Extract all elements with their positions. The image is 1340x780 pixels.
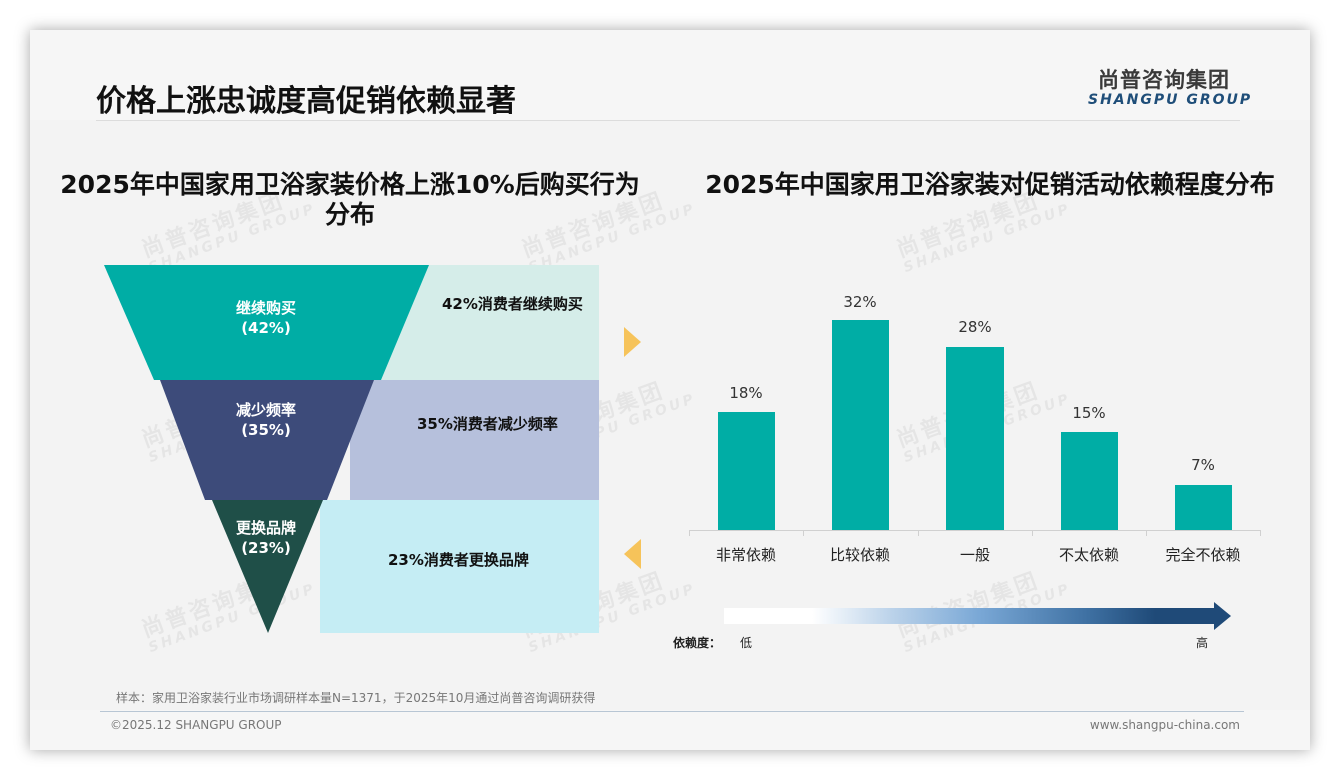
funnel-segment-reduce bbox=[160, 380, 374, 500]
bar-value-label: 18% bbox=[729, 384, 763, 402]
logo-cn-text: 尚普咨询集团 bbox=[1098, 68, 1230, 92]
bar-value-label: 7% bbox=[1191, 456, 1215, 474]
triangle-left-icon bbox=[624, 539, 641, 569]
funnel-label-switch: 更换品牌 (23%) bbox=[235, 519, 296, 557]
header-band bbox=[30, 30, 1310, 120]
dependency-high-label: 高 bbox=[1196, 636, 1209, 650]
funnel-label-reduce: 减少频率 (35%) bbox=[235, 401, 296, 439]
x-axis-tick bbox=[1032, 530, 1033, 536]
funnel-desc-bg-2 bbox=[350, 380, 599, 500]
dependency-low-label: 低 bbox=[740, 636, 753, 650]
funnel-shape bbox=[104, 265, 429, 633]
dependency-gradient-bar bbox=[724, 608, 1214, 624]
copyright-text: ©2025.12 SHANGPU GROUP bbox=[110, 718, 282, 732]
dependency-legend-label: 依赖度： bbox=[673, 636, 722, 650]
x-axis bbox=[689, 530, 1260, 531]
arrow-right-icon bbox=[1214, 602, 1231, 630]
title-divider bbox=[96, 120, 1240, 121]
x-axis-label: 一般 bbox=[959, 546, 990, 564]
source-note: 样本：家用卫浴家装行业市场调研样本量N=1371，于2025年10月通过尚普咨询… bbox=[116, 691, 596, 705]
x-axis-label: 不太依赖 bbox=[1058, 546, 1119, 564]
x-axis-tick bbox=[1146, 530, 1147, 536]
x-axis-label: 比较依赖 bbox=[829, 546, 890, 564]
x-axis-tick bbox=[803, 530, 804, 536]
bar-not-dependent bbox=[1175, 485, 1232, 530]
x-axis-tick bbox=[1260, 530, 1261, 536]
bar-chart-title: 2025年中国家用卫浴家装对促销活动依赖程度分布 bbox=[705, 170, 1275, 199]
funnel-desc-reduce: 35%消费者减少频率 bbox=[417, 415, 558, 433]
x-axis-tick bbox=[689, 530, 690, 536]
bar-very-dependent bbox=[718, 412, 775, 530]
footer-divider bbox=[100, 711, 1244, 712]
x-axis-tick bbox=[918, 530, 919, 536]
funnel-desc-continue: 42%消费者继续购买 bbox=[442, 295, 583, 313]
bar-value-label: 32% bbox=[843, 293, 877, 311]
logo-en-text: SHANGPU GROUP bbox=[1088, 92, 1253, 108]
triangle-right-icon bbox=[624, 327, 641, 357]
bar-not-very-dependent bbox=[1061, 432, 1118, 530]
funnel-label-continue: 继续购买 (42%) bbox=[235, 299, 296, 337]
slide: 价格上涨忠诚度高促销依赖显著 尚普咨询集团 SHANGPU GROUP 尚普咨询… bbox=[30, 30, 1310, 750]
funnel-segment-switch bbox=[212, 500, 323, 633]
funnel-desc-bg-3 bbox=[320, 500, 599, 633]
x-axis-label: 完全不依赖 bbox=[1165, 546, 1241, 564]
bar-neutral bbox=[946, 347, 1004, 530]
funnel-desc-switch: 23%消费者更换品牌 bbox=[388, 551, 529, 569]
x-axis-label: 非常依赖 bbox=[715, 546, 776, 564]
funnel-segment-continue bbox=[104, 265, 429, 380]
funnel-chart-title: 2025年中国家用卫浴家装价格上涨10%后购买行为 分布 bbox=[60, 170, 640, 229]
bar-value-label: 15% bbox=[1072, 404, 1106, 422]
bar-value-label: 28% bbox=[958, 318, 992, 336]
website-link[interactable]: www.shangpu-china.com bbox=[1089, 718, 1240, 732]
page-title: 价格上涨忠诚度高促销依赖显著 bbox=[96, 84, 516, 119]
bar-fairly-dependent bbox=[832, 320, 889, 530]
footer-band bbox=[30, 710, 1310, 750]
company-logo: 尚普咨询集团 SHANGPU GROUP bbox=[1088, 64, 1253, 108]
